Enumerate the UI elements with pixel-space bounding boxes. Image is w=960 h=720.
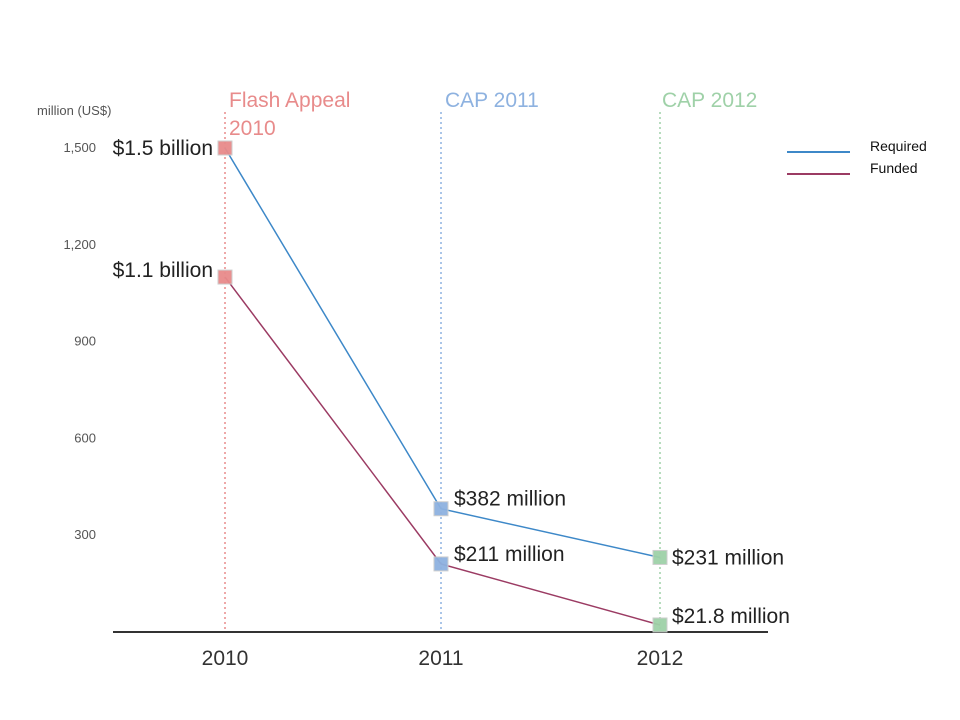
y-tick-label: 1,500 (63, 140, 96, 155)
series-line-required (224, 147, 661, 559)
x-tick-label: 2012 (637, 647, 684, 670)
legend-label: Funded (870, 160, 917, 176)
data-point-marker (217, 269, 233, 285)
x-tick-label: 2011 (418, 647, 463, 670)
data-point-marker (217, 140, 233, 156)
y-axis-label: million (US$) (37, 103, 111, 118)
period-label: CAP 2011 (445, 89, 539, 112)
data-label: $1.5 billion (113, 137, 213, 160)
data-label: $21.8 million (672, 605, 790, 628)
data-label: $231 million (672, 546, 784, 569)
y-tick-label: 1,200 (63, 237, 96, 252)
x-tick-label: 2010 (202, 647, 249, 670)
y-tick-label: 600 (74, 430, 96, 445)
data-point-marker (652, 617, 668, 633)
data-point-marker (433, 556, 449, 572)
legend-label: Required (870, 138, 927, 154)
period-label: CAP 2012 (662, 89, 757, 112)
series-line-funded (224, 276, 661, 626)
y-tick-label: 300 (74, 527, 96, 542)
data-label: $382 million (454, 488, 566, 511)
period-label: 2010 (229, 117, 276, 140)
data-label: $1.1 billion (113, 259, 213, 282)
data-point-marker (652, 549, 668, 565)
data-point-marker (433, 501, 449, 517)
data-label: $211 million (454, 543, 565, 566)
period-label: Flash Appeal (229, 89, 350, 112)
y-tick-label: 900 (74, 334, 96, 349)
